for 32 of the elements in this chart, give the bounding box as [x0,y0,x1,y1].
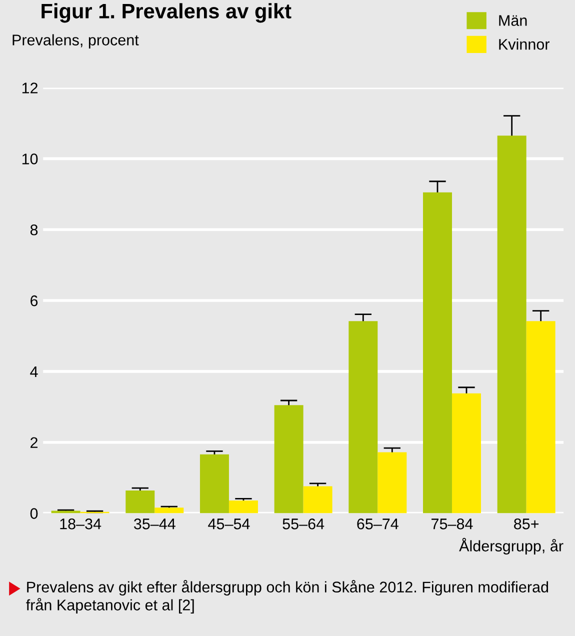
bar [452,393,481,514]
bar [303,486,332,514]
bar [497,136,526,514]
x-tick-label: 18–34 [60,518,102,530]
bar [526,321,556,514]
x-tick-label: 35–44 [134,518,176,530]
y-tick-label: 10 [22,154,38,164]
y-tick-label: 8 [30,224,38,236]
y-tick-label: 2 [30,437,38,448]
bar [154,508,184,514]
legend-label: Män [499,15,527,26]
x-tick-label: 75–84 [432,518,473,530]
x-tick-label: 55–64 [282,518,324,530]
bar [348,321,378,514]
x-tick-label: 45–54 [208,518,250,530]
legend-label: Kvinnor [499,38,550,50]
y-axis-title: Prevalens, procent [12,34,139,48]
bar [423,192,452,514]
y-tick-label: 12 [22,82,38,94]
x-tick-label: 85+ [514,518,539,530]
bar [378,452,407,514]
bar [126,490,155,514]
text: Prevalens av gikt efter åldersgrupp och kön i Skåne 2012. Figuren modifierad från Kapetanovic et al [2] [26,580,548,614]
y-tick-label: 4 [30,366,38,377]
y-tick-label: 6 [30,295,38,306]
bar [200,454,229,514]
bar [274,405,304,514]
x-axis-title: Åldersgrupp, år [459,538,564,554]
y-tick-label: 0 [30,508,38,519]
chart-title: Figur 1. Prevalens av gikt [42,3,292,23]
bar [228,500,258,514]
x-tick-label: 65–74 [357,518,398,530]
